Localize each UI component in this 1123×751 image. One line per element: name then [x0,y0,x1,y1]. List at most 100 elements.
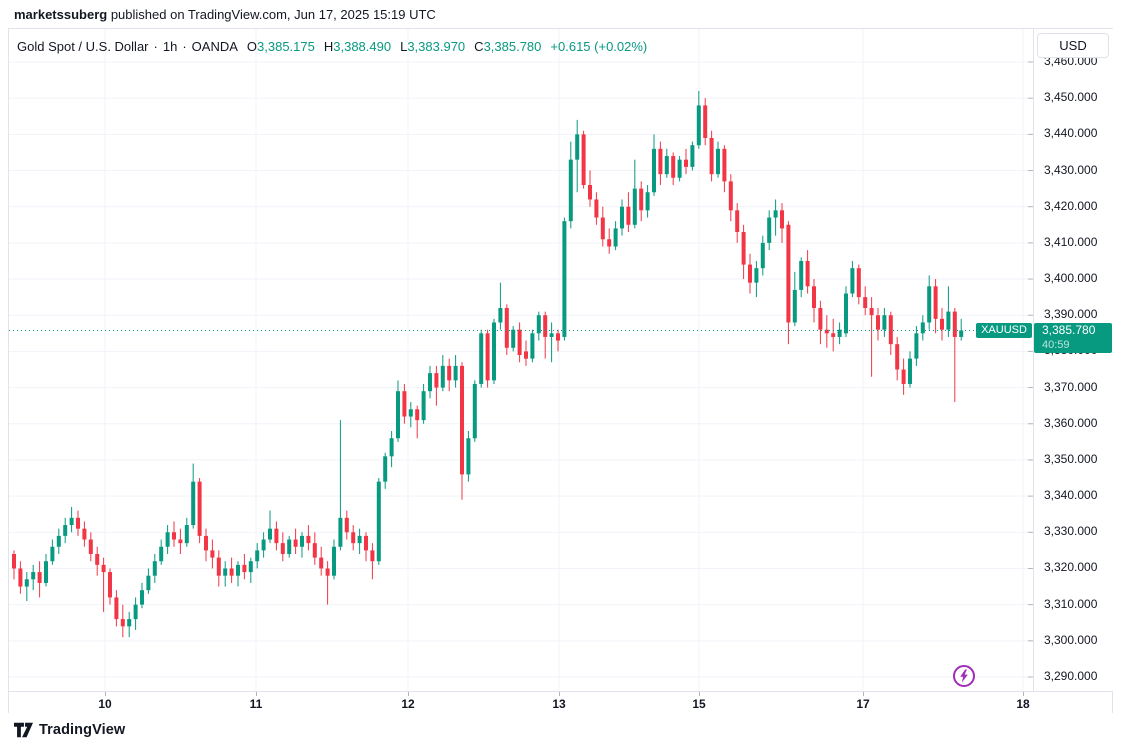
candle-up [184,525,189,544]
candle-down [824,329,829,334]
candle-up [383,456,388,482]
low-value: 3,383.970 [407,39,466,54]
candles [12,90,964,638]
time-axis-label: 18 [1016,697,1030,711]
time-axis-label: 13 [552,697,566,711]
candle-up [959,330,964,337]
time-axis-label: 12 [401,697,415,711]
interval-label: 1h [162,39,178,54]
exchange-label: OANDA [191,39,238,54]
candle-up [376,481,381,562]
candle-up [549,333,554,337]
price-axis-label: 3,430.000 [1044,162,1098,177]
candle-down [434,373,439,388]
candle-down [319,557,324,569]
candle-down [600,217,605,240]
candle-down [504,307,509,348]
candle-down [344,517,349,533]
candle-down [447,365,452,381]
candle-up [389,438,394,457]
candle-up [492,322,496,381]
price-axis-label: 3,290.000 [1044,668,1098,683]
close-value: 3,385.780 [483,39,542,54]
candle-down [658,148,663,175]
candlestick-chart[interactable] [9,29,1033,691]
open-value: 3,385.175 [257,39,315,54]
candle-down [204,535,208,551]
candle-up [498,307,503,323]
candle-down [933,286,938,319]
candle-down [831,333,836,337]
time-axis-tick [699,692,700,696]
time-axis-tick [559,692,560,696]
time-axis-tick [408,692,409,696]
time-axis-label: 10 [98,697,112,711]
legend-separator: · [153,39,158,54]
candle-up [479,333,484,384]
price-axis-label: 3,360.000 [1044,415,1098,430]
candle-down [607,239,612,247]
candle-down [12,553,16,569]
time-axis[interactable]: 10 11 12 13 15 17 18 [9,691,1112,713]
time-axis-label: 17 [856,697,870,711]
candle-up [146,575,151,591]
price-axis[interactable]: 3,460.000 3,450.000 3,440.000 3,430.000 3,42… [1033,29,1113,691]
candle-up [664,156,669,175]
candle-down [722,148,727,182]
tradingview-logo[interactable]: TradingView [14,722,125,738]
candle-up [914,333,919,359]
candle-down [172,532,176,540]
candle-up [133,604,138,620]
candle-up [63,525,68,536]
author-name: marketssuberg [14,7,108,22]
candle-up [300,535,304,547]
price-axis-label: 3,310.000 [1044,596,1098,611]
candle-down [402,391,407,417]
candle-up [127,619,132,627]
candle-down [748,264,752,283]
time-axis-tick [105,692,106,696]
candle-down [876,315,880,330]
candle-down [280,543,285,554]
candle-up [261,539,266,551]
candle-down [869,307,874,316]
currency-button[interactable]: USD [1037,33,1109,58]
candle-up [645,192,650,211]
candle-up [690,145,695,167]
tradingview-logo-icon [14,722,33,738]
price-axis-label: 3,440.000 [1044,126,1098,141]
candle-up [613,228,618,247]
candle-up [844,293,848,334]
candle-up [357,535,362,544]
candle-down [460,365,464,475]
candle-up [946,311,951,330]
bolt-glyph [960,669,968,683]
candle-down [37,572,42,583]
candle-down [76,517,80,529]
lightning-bolt-icon[interactable] [953,665,975,687]
candle-up [332,546,336,576]
candle-up [562,221,567,337]
time-axis-label: 11 [249,697,263,711]
candle-up [536,315,541,334]
price-axis-label: 3,350.000 [1044,451,1098,466]
candle-up [837,329,842,337]
candle-up [792,289,797,323]
price-axis-label: 3,390.000 [1044,307,1098,322]
symbol-price-flag: XAUUSD [976,323,1032,338]
candle-down [178,539,183,544]
candle-up [236,564,240,576]
candle-up [632,188,637,225]
candle-up [268,528,272,540]
candle-down [639,188,644,211]
candle-up [908,358,912,384]
candle-down [325,568,330,576]
candle-up [530,333,535,359]
time-axis-tick [863,692,864,696]
price-axis-label: 3,400.000 [1044,271,1098,286]
candle-down [805,260,810,287]
legend-separator: · [182,39,187,54]
price-axis-label: 3,330.000 [1044,524,1098,539]
candle-down [229,568,234,576]
